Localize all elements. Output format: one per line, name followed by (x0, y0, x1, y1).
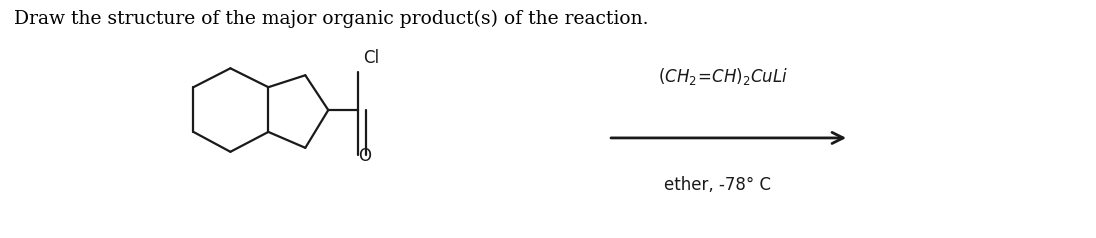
Text: O: O (357, 147, 370, 165)
Text: Draw the structure of the major organic product(s) of the reaction.: Draw the structure of the major organic … (14, 10, 649, 28)
Text: ether, -78° C: ether, -78° C (664, 176, 772, 194)
Text: Cl: Cl (363, 49, 379, 67)
Text: $(CH_2\!=\!CH)_2CuLi$: $(CH_2\!=\!CH)_2CuLi$ (658, 66, 788, 87)
